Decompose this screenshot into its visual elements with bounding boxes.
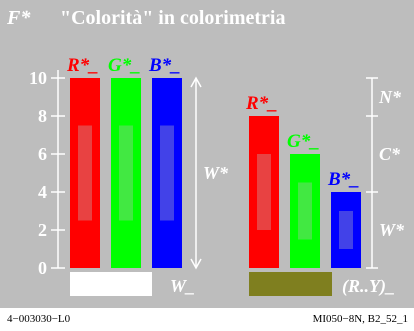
range-label: W* <box>203 163 229 183</box>
y-tick-label: 8 <box>38 106 47 126</box>
y-tick-label: 0 <box>38 258 47 278</box>
bar-inner-patch <box>339 211 353 249</box>
footer-left-code: 4−003030−L0 <box>7 313 71 325</box>
axis: 0 2 4 6 8 10 <box>29 68 65 278</box>
y-tick-label: 2 <box>38 220 47 240</box>
bar-inner-patch <box>78 125 92 221</box>
range-arrow-head-up <box>190 76 202 88</box>
y-tick-label: 4 <box>38 182 47 202</box>
segment-label: N* <box>378 87 402 107</box>
bar-inner-patch <box>160 125 174 221</box>
group-swatch <box>249 272 332 296</box>
bars: R*_ G*_ B*_ W_ R*_ G*_ B*_ (R..Y)_ <box>66 55 395 297</box>
bar <box>331 192 361 268</box>
group-swatch <box>70 272 152 296</box>
segment-label: C* <box>379 144 401 164</box>
bar <box>70 78 100 268</box>
bar-inner-patch <box>119 125 133 221</box>
bar <box>249 116 279 268</box>
chart-title-symbol: F* <box>6 7 31 29</box>
footer-right-code: MI050−8N, B2_52_1 <box>312 313 408 325</box>
bar <box>152 78 182 268</box>
chart-title: "Colorità" in colorimetria <box>60 7 285 29</box>
bar-inner-patch <box>298 182 312 240</box>
series-label: R*_ <box>245 93 278 114</box>
chart: F* "Colorità" in colorimetria 0 2 4 6 8 10 R*… <box>6 7 405 297</box>
series-label: B*_ <box>327 169 360 190</box>
y-tick-label: 10 <box>29 68 47 88</box>
bar <box>111 78 141 268</box>
y-tick-label: 6 <box>38 144 47 164</box>
chart-panel: F* "Colorità" in colorimetria 0 2 4 6 8 10 R*… <box>0 0 414 308</box>
series-label: B*_ <box>148 55 181 76</box>
group-label: (R..Y)_ <box>342 276 395 297</box>
group-label: W_ <box>170 276 195 296</box>
series-label: G*_ <box>287 131 320 152</box>
bar-inner-patch <box>257 154 271 230</box>
series-label: R*_ <box>66 55 99 76</box>
range-arrow-head-down <box>190 258 202 270</box>
series-label: G*_ <box>108 55 141 76</box>
annotations: W* N* C* W* <box>190 76 405 270</box>
segment-label: W* <box>379 220 405 240</box>
bar <box>290 154 320 268</box>
